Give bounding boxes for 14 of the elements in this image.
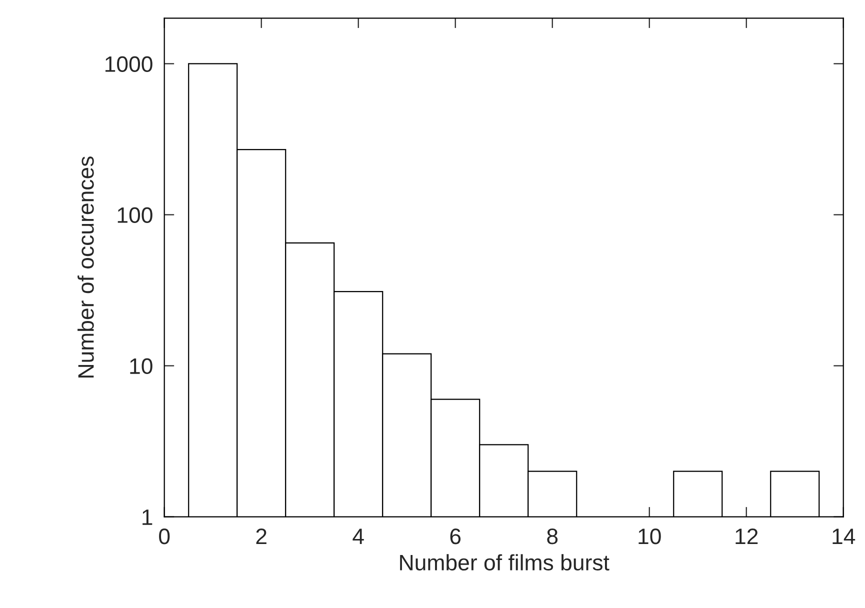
x-tick-label: 10 (638, 528, 661, 544)
y-axis-title: Number of occurences (78, 156, 94, 378)
x-tick-label: 8 (547, 528, 558, 544)
x-tick-label: 2 (256, 528, 266, 544)
x-tick-label: 4 (352, 528, 364, 544)
y-tick-label: 100 (118, 207, 152, 224)
x-tick-label: 12 (736, 528, 758, 544)
x-axis-title: Number of films burst (400, 554, 610, 571)
y-tick-label: 1000 (106, 56, 152, 72)
x-tick-label: 14 (832, 528, 856, 544)
y-tick-label: 1 (142, 510, 152, 525)
x-tick-label: 0 (159, 528, 170, 544)
x-tick-label: 6 (450, 528, 461, 544)
y-tick-label: 10 (130, 358, 152, 374)
